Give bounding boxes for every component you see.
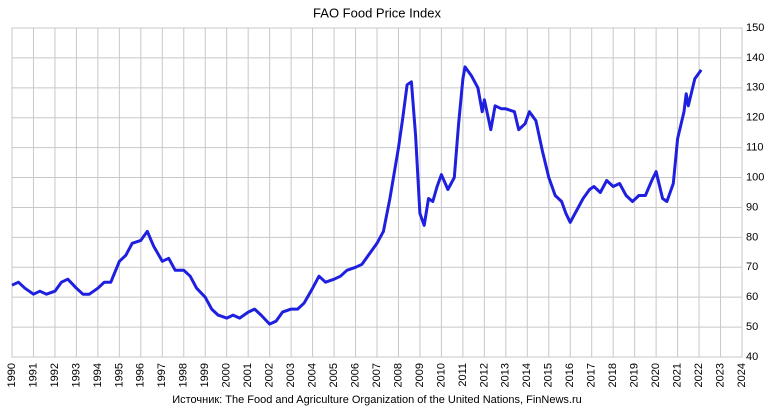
x-tick-label: 2001 [242,363,254,387]
x-tick-label: 1998 [178,363,190,387]
x-tick-label: 1996 [135,363,147,387]
x-tick-label: 2012 [478,363,490,387]
x-tick-label: 2006 [349,363,361,387]
y-tick-label: 50 [746,321,758,333]
y-tick-label: 100 [746,171,764,183]
y-tick-label: 150 [746,22,764,34]
y-tick-label: 120 [746,112,764,124]
data-line [11,65,703,326]
x-tick-label: 2017 [586,363,598,387]
x-tick-label: 2010 [435,363,447,387]
x-tick-label: 2018 [607,363,619,387]
x-tick-label: 2009 [414,363,426,387]
x-tick-label: 2007 [371,363,383,387]
x-tick-label: 1990 [6,363,18,387]
x-tick-label: 1991 [27,363,39,387]
x-tick-label: 2015 [543,363,555,387]
x-tick-label: 1993 [70,363,82,387]
y-tick-label: 130 [746,82,764,94]
x-tick-label: 2008 [392,363,404,387]
x-tick-label: 2014 [521,363,533,387]
x-tick-label: 2020 [650,363,662,387]
y-tick-label: 70 [746,261,758,273]
x-tick-label: 1999 [199,363,211,387]
y-tick-label: 110 [746,142,764,154]
y-tick-label: 40 [746,351,758,363]
x-tick-label: 1992 [49,363,61,387]
x-tick-label: 2013 [500,363,512,387]
x-tick-label: 2011 [457,363,469,387]
y-tick-label: 90 [746,201,758,213]
y-tick-label: 60 [746,291,758,303]
x-tick-label: 2024 [736,363,748,387]
x-tick-label: 2003 [285,363,297,387]
source-note: Источник: The Food and Agriculture Organ… [172,394,582,406]
x-tick-label: 2016 [564,363,576,387]
x-tick-label: 2023 [714,363,726,387]
x-tick-label: 2022 [693,363,705,387]
chart-title: FAO Food Price Index [313,5,441,20]
x-tick-label: 2005 [328,363,340,387]
y-tick-label: 80 [746,231,758,243]
x-tick-label: 2002 [264,363,276,387]
x-tick-label: 2021 [671,363,683,387]
x-tick-label: 2019 [629,363,641,387]
x-tick-label: 1994 [92,363,104,387]
x-tick-label: 1995 [113,363,125,387]
x-tick-label: 2004 [306,363,318,387]
x-tick-label: 2000 [221,363,233,387]
x-tick-label: 1997 [156,363,168,387]
y-tick-label: 140 [746,52,764,64]
